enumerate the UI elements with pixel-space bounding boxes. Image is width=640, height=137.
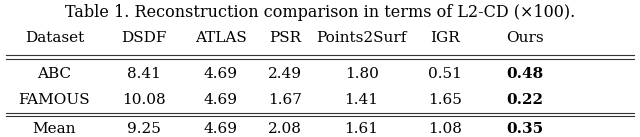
- Text: 1.61: 1.61: [344, 122, 379, 136]
- Text: 0.48: 0.48: [506, 67, 543, 81]
- Text: 9.25: 9.25: [127, 122, 161, 136]
- Text: 10.08: 10.08: [122, 93, 166, 107]
- Text: 1.67: 1.67: [268, 93, 301, 107]
- Text: ATLAS: ATLAS: [195, 31, 246, 45]
- Text: ABC: ABC: [37, 67, 72, 81]
- Text: 4.69: 4.69: [204, 122, 238, 136]
- Text: 2.49: 2.49: [268, 67, 302, 81]
- Text: 4.69: 4.69: [204, 67, 238, 81]
- Text: 4.69: 4.69: [204, 93, 238, 107]
- Text: Dataset: Dataset: [25, 31, 84, 45]
- Text: 0.22: 0.22: [506, 93, 543, 107]
- Text: 1.41: 1.41: [344, 93, 379, 107]
- Text: DSDF: DSDF: [122, 31, 166, 45]
- Text: FAMOUS: FAMOUS: [19, 93, 90, 107]
- Text: IGR: IGR: [430, 31, 460, 45]
- Text: 1.08: 1.08: [428, 122, 461, 136]
- Text: 8.41: 8.41: [127, 67, 161, 81]
- Text: Points2Surf: Points2Surf: [316, 31, 407, 45]
- Text: 1.80: 1.80: [345, 67, 378, 81]
- Text: PSR: PSR: [269, 31, 301, 45]
- Text: 2.08: 2.08: [268, 122, 301, 136]
- Text: 0.35: 0.35: [506, 122, 543, 136]
- Text: Table 1. Reconstruction comparison in terms of L2-CD (×100).: Table 1. Reconstruction comparison in te…: [65, 4, 575, 21]
- Text: Mean: Mean: [33, 122, 76, 136]
- Text: 1.65: 1.65: [428, 93, 461, 107]
- Text: Ours: Ours: [506, 31, 543, 45]
- Text: 0.51: 0.51: [428, 67, 461, 81]
